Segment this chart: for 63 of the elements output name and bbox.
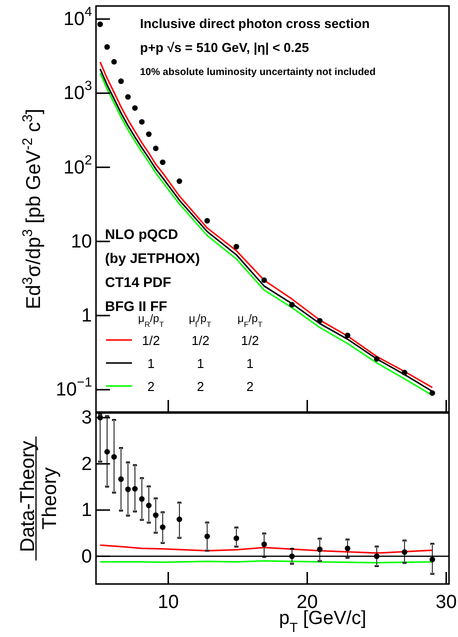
point [152, 146, 159, 152]
x-tick-label: 10 [158, 592, 179, 613]
point [160, 524, 166, 530]
point [125, 486, 131, 492]
point [344, 332, 350, 338]
y-tick-label: 10 [70, 230, 92, 252]
text: Inclusive direct photon cross section [140, 16, 370, 31]
point [261, 541, 267, 548]
point [402, 549, 408, 555]
point [160, 159, 166, 166]
y-axis-title: Data-Theory Theory [17, 440, 61, 552]
y-tick-label: 10$^{3}$ [63, 78, 92, 104]
point [111, 59, 117, 65]
point [344, 546, 350, 552]
point [118, 78, 124, 84]
annotation: 10% absolute luminosity uncertainty not included [140, 67, 376, 78]
point [176, 516, 182, 522]
point [316, 546, 323, 552]
point [125, 94, 131, 100]
legend-label: 1/2 1/2 1/2 [142, 333, 260, 348]
point [234, 244, 240, 250]
y-tick-label: 0 [81, 546, 92, 567]
point [176, 178, 182, 184]
text: μ$_{R}$/p$_{T}$ μ$_{f}$/p$_{T}$ μ$_{F}$/p$_{T}$ [138, 313, 262, 328]
annotation: (by JETPHOX) [105, 250, 200, 266]
point [374, 356, 380, 362]
point [111, 454, 117, 460]
annotation: NLO pQCD [105, 226, 178, 242]
point [261, 277, 267, 283]
point [104, 44, 110, 50]
point [118, 476, 124, 482]
y-tick-label: 3 [81, 407, 92, 428]
y-tick-label: 10$^{4}$ [63, 4, 92, 30]
legend-label: 2 2 2 [147, 379, 254, 394]
point [146, 131, 152, 137]
y-tick-label: 1 [81, 305, 92, 326]
point [289, 553, 295, 560]
point [204, 534, 210, 540]
annotation: BFG II FF [105, 298, 168, 314]
point [430, 390, 436, 396]
point [132, 105, 138, 111]
point [204, 218, 210, 224]
point [374, 553, 380, 560]
point [146, 502, 152, 508]
point [104, 449, 110, 455]
point [289, 302, 295, 308]
text: p+p √s = 510 GeV, |η| < 0.25 [140, 40, 309, 55]
legend-label: 1 1 1 [147, 356, 254, 371]
point [139, 119, 145, 125]
point [316, 318, 323, 324]
point [234, 535, 240, 542]
x-tick-label: 30 [436, 592, 457, 613]
point [152, 512, 159, 518]
annotation: CT14 PDF [105, 274, 172, 290]
point [97, 21, 103, 28]
point [430, 556, 436, 562]
point [132, 486, 138, 492]
point [139, 496, 145, 502]
y-tick-label: 10$^{2}$ [63, 152, 92, 178]
y-tick-label: 2 [81, 453, 92, 474]
point [402, 370, 408, 376]
y-tick-label: 1 [81, 500, 92, 521]
y-tick-label: 10$^{−1}$ [56, 374, 92, 400]
